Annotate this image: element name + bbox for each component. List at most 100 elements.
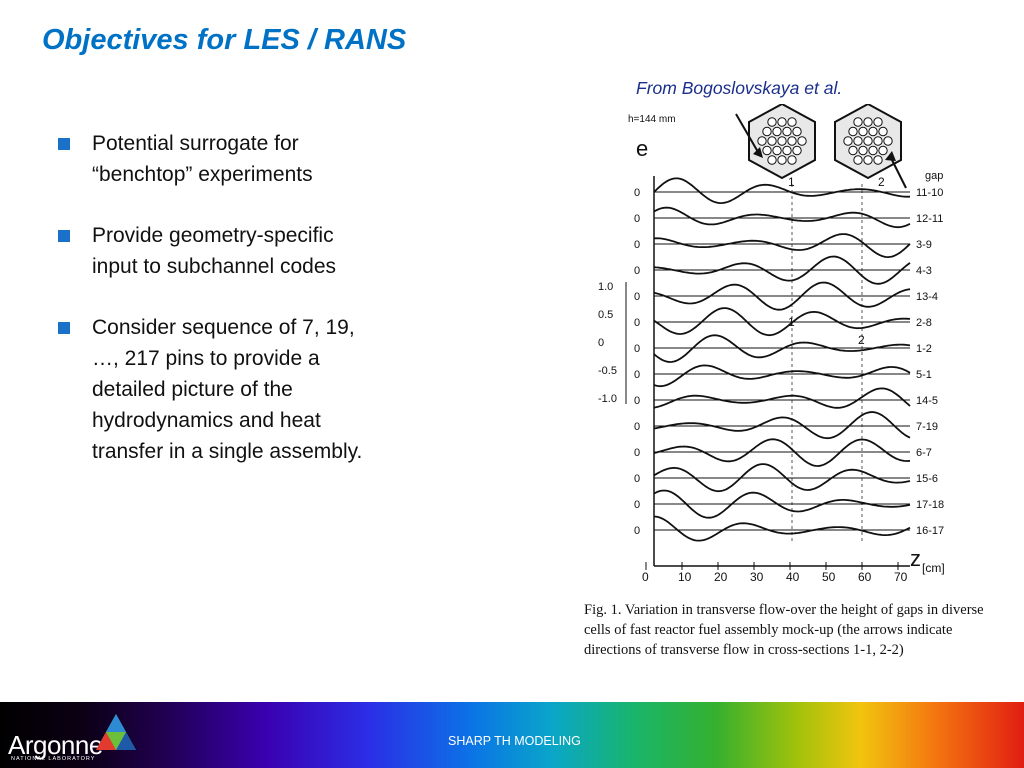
pin-circle — [767, 136, 777, 146]
pin-circle — [772, 126, 782, 137]
flow-traces — [653, 177, 911, 542]
flow-trace — [653, 177, 910, 205]
pin-circle — [767, 155, 777, 165]
zero-label: 0 — [634, 525, 640, 537]
pin-circle — [853, 155, 863, 165]
pin-circle — [792, 126, 802, 137]
pin-circle — [848, 145, 858, 156]
footer-label: SHARP TH MODELING — [448, 734, 581, 748]
gap-header: gap — [925, 170, 943, 182]
flow-trace — [653, 463, 911, 493]
caption-line: Fig. 1. Variation in transverse flow-ove… — [584, 602, 984, 618]
x-tick-label: 50 — [822, 570, 836, 584]
pin-circle — [792, 145, 802, 156]
scale-label: 1.0 — [598, 281, 613, 293]
pin-circle — [782, 126, 792, 137]
bullet-line: Potential surrogate for — [92, 132, 299, 155]
figure-caption: Fig. 1. Variation in transverse flow-ove… — [584, 600, 1024, 660]
flow-trace — [653, 307, 911, 337]
pin-circle — [873, 136, 883, 146]
pin-circle — [863, 155, 873, 165]
h-label: h=144 mm — [628, 114, 676, 125]
logo-subtext: NATIONAL LABORATORY — [11, 756, 96, 762]
gap-label: 1-2 — [916, 343, 932, 355]
pin-circle — [863, 117, 873, 127]
pin-circle — [878, 145, 888, 156]
gap-label: 14-5 — [916, 395, 938, 407]
flow-trace — [653, 515, 911, 542]
zero-label: 0 — [634, 473, 640, 485]
x-tick-label: 30 — [750, 570, 764, 584]
zero-label: 0 — [634, 395, 640, 407]
flow-trace — [653, 387, 911, 409]
assembly-hexagons — [735, 102, 907, 189]
scale-label: 0.5 — [598, 309, 613, 321]
gap-label: 3-9 — [916, 239, 932, 251]
flow-trace — [653, 281, 911, 311]
bullet-line: transfer in a single assembly. — [92, 440, 363, 463]
figure-scan: h=144 mm e gap 0 0 0 0 0 0 0 0 0 0 0 0 0 0 1.0 0.5 0 -0.… — [570, 102, 1024, 664]
gap-label: 15-6 — [916, 473, 938, 485]
bullet-line: Provide geometry-specific — [92, 224, 334, 247]
zero-label: 0 — [634, 447, 640, 459]
pin-circle — [868, 145, 878, 156]
zero-label: 0 — [634, 291, 640, 303]
pin-circle — [777, 136, 787, 146]
gap-labels: 11-10 12-11 3-9 4-3 13-4 2-8 1-2 5-1 14-5 7-19 6-7… — [916, 187, 944, 537]
pin-circle — [883, 136, 893, 146]
pin-circle — [787, 117, 797, 127]
x-tick-label: 0 — [642, 570, 649, 584]
slide-title: Objectives for LES / RANS — [42, 24, 407, 56]
pin-circle — [858, 145, 868, 156]
pin-circle — [848, 126, 858, 137]
pin-circle — [853, 136, 863, 146]
zero-label: 0 — [634, 421, 640, 433]
pin-circle — [873, 117, 883, 127]
pin-circle — [858, 126, 868, 137]
footer-bar: Argonne NATIONAL LABORATORY SHARP TH MOD… — [0, 702, 1024, 768]
bullet-square-icon — [58, 138, 70, 150]
caption-line: cells of fast reactor fuel assembly mock… — [584, 622, 953, 638]
flow-arrow-2-icon — [889, 155, 907, 189]
bullet-line: detailed picture of the — [92, 378, 293, 401]
zero-label: 0 — [634, 317, 640, 329]
section-label-2: 2 — [878, 175, 885, 189]
argonne-logo: Argonne NATIONAL LABORATORY — [8, 710, 148, 766]
pin-circle — [777, 117, 787, 127]
gap-label: 12-11 — [916, 213, 943, 225]
flow-trace — [653, 334, 911, 363]
bullet-line: “benchtop” experiments — [92, 163, 313, 186]
x-tick-label: 70 — [894, 570, 908, 584]
zero-label: 0 — [634, 239, 640, 251]
flow-trace — [653, 489, 911, 519]
arrow-head-icon — [885, 151, 896, 161]
scale-label: 0 — [598, 337, 604, 349]
pin-circle — [873, 155, 883, 165]
bullet-line: hydrodynamics and heat — [92, 409, 321, 432]
gap-label: 16-17 — [916, 525, 944, 537]
pin-circle — [853, 117, 863, 127]
flow-trace — [653, 206, 911, 229]
flow-trace — [653, 364, 911, 388]
scale-label: -1.0 — [598, 393, 617, 405]
zero-label: 0 — [634, 343, 640, 355]
scale-labels: 1.0 0.5 0 -0.5 -1.0 — [598, 281, 627, 405]
pin-circle — [878, 126, 888, 137]
flow-trace — [653, 438, 911, 467]
e-axis-label: e — [636, 136, 648, 161]
bullet-list: Potential surrogate for “benchtop” exper… — [56, 128, 446, 497]
gap-label: 6-7 — [916, 447, 932, 459]
argonne-triangle-icon — [96, 714, 136, 750]
gap-label: 13-4 — [916, 291, 938, 303]
section-label-1: 1 — [788, 175, 795, 189]
gap-label: 11-10 — [916, 187, 943, 199]
gap-label: 4-3 — [916, 265, 932, 277]
logo-wordmark: Argonne — [8, 730, 103, 760]
pin-circle — [787, 136, 797, 146]
pin-circle — [777, 155, 787, 165]
bullet-square-icon — [58, 230, 70, 242]
gap-label: 17-18 — [916, 499, 944, 511]
zero-label: 0 — [634, 499, 640, 511]
bullet-item: Consider sequence of 7, 19, …, 217 pins … — [56, 312, 446, 467]
bullet-line: …, 217 pins to provide a — [92, 347, 320, 370]
